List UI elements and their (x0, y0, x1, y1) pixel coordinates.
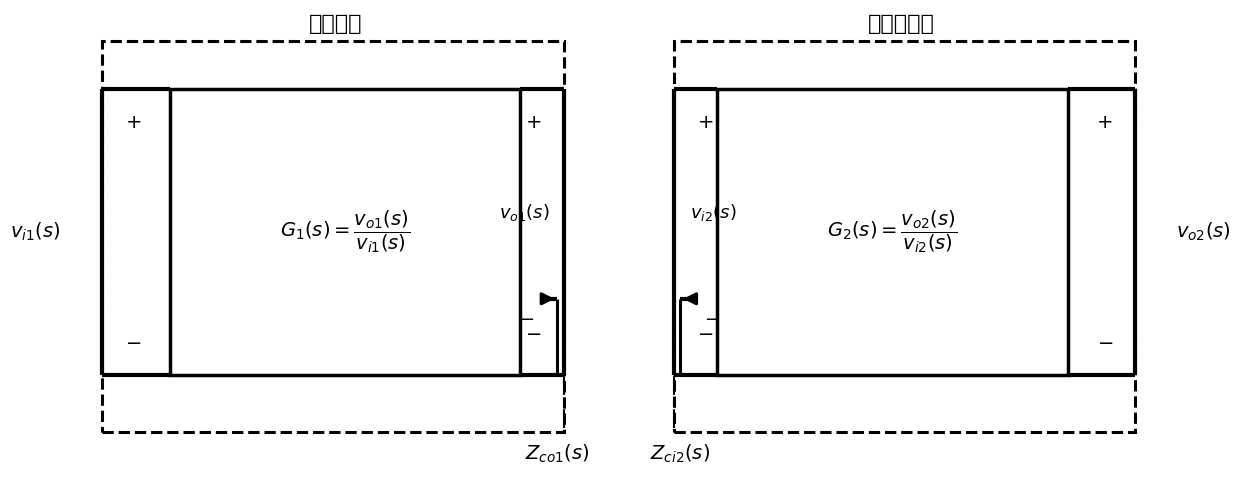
Text: 负载变换器: 负载变换器 (868, 14, 935, 34)
Text: 源变换器: 源变换器 (309, 14, 363, 34)
Text: $+$: $+$ (697, 113, 713, 132)
Text: $Z_{ci2}(s)$: $Z_{ci2}(s)$ (650, 443, 711, 465)
Bar (675, 41, 1136, 432)
Text: $+$: $+$ (525, 113, 541, 132)
Text: $G_1(s)=\dfrac{v_{o1}(s)}{v_{i1}(s)}$: $G_1(s)=\dfrac{v_{o1}(s)}{v_{i1}(s)}$ (280, 209, 410, 256)
Text: $Z_{co1}(s)$: $Z_{co1}(s)$ (525, 443, 590, 465)
Text: $-$: $-$ (1096, 332, 1112, 351)
Text: $-$: $-$ (520, 309, 534, 327)
Text: $-$: $-$ (125, 332, 141, 351)
Text: $v_{i2}(s)$: $v_{i2}(s)$ (691, 202, 737, 223)
Bar (717, 89, 1068, 375)
Text: $v_{i1}(s)$: $v_{i1}(s)$ (10, 221, 60, 243)
Text: $G_2(s)=\dfrac{v_{o2}(s)}{v_{i2}(s)}$: $G_2(s)=\dfrac{v_{o2}(s)}{v_{i2}(s)}$ (827, 209, 957, 256)
Text: $-$: $-$ (697, 323, 713, 341)
Text: $+$: $+$ (1096, 113, 1112, 132)
Text: $v_{o1}(s)$: $v_{o1}(s)$ (498, 202, 549, 223)
Text: $-$: $-$ (703, 309, 719, 327)
Bar (102, 41, 563, 432)
Text: $-$: $-$ (525, 323, 541, 341)
Text: $v_{o2}(s)$: $v_{o2}(s)$ (1176, 221, 1230, 243)
Text: $+$: $+$ (125, 113, 141, 132)
Bar (170, 89, 521, 375)
